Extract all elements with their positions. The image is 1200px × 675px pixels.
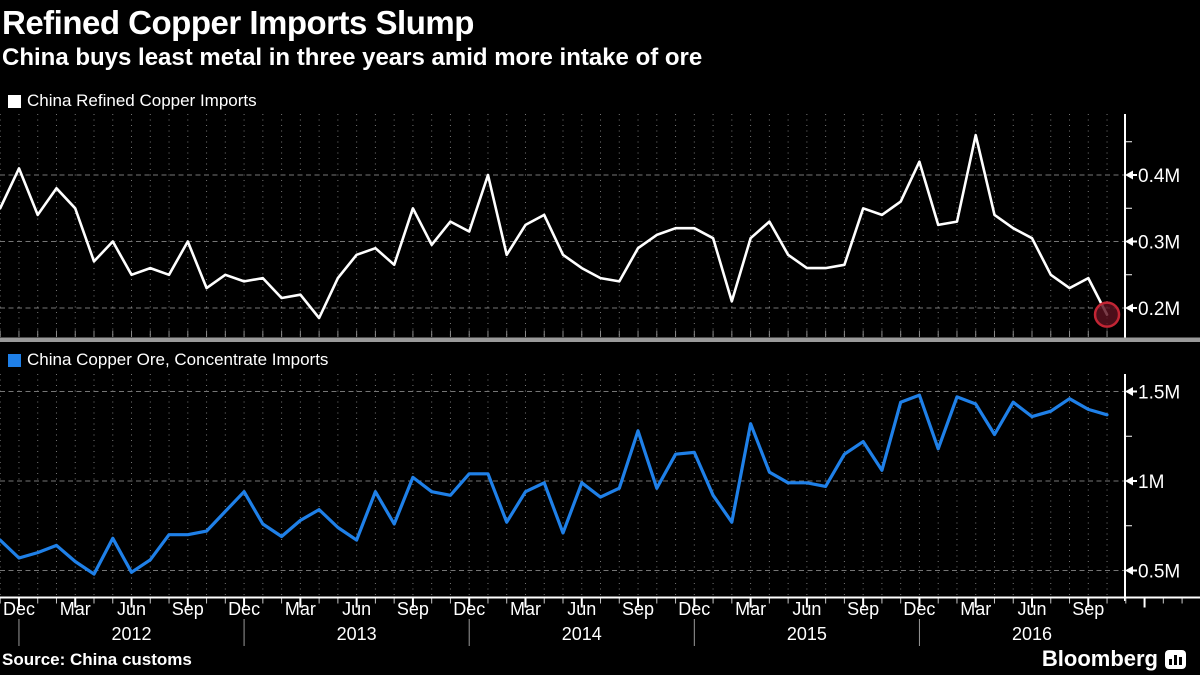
bloomberg-wordmark: Bloomberg <box>1041 646 1158 671</box>
x-tick-label: Dec <box>678 599 710 619</box>
legend-ore-concentrate: China Copper Ore, Concentrate Imports <box>8 350 328 370</box>
year-label: 2015 <box>787 624 827 644</box>
mid-axis-bar <box>0 337 1200 342</box>
x-tick-label: Mar <box>60 599 91 619</box>
x-tick-label: Sep <box>1072 599 1104 619</box>
refined-copper-line <box>0 133 1109 320</box>
y-tick-arrow-icon <box>1125 237 1133 246</box>
y-tick-arrow-icon <box>1125 387 1133 396</box>
chart-subtitle: China buys least metal in three years am… <box>2 44 703 71</box>
x-tick-label: Sep <box>847 599 879 619</box>
ore-concentrate-line <box>0 393 1109 576</box>
year-label: 2016 <box>1012 624 1052 644</box>
x-tick-label: Sep <box>172 599 204 619</box>
chart-title: Refined Copper Imports Slump <box>2 4 474 41</box>
x-tick-label: Dec <box>228 599 260 619</box>
y-tick-arrow-icon <box>1125 566 1133 575</box>
y-tick-arrow-icon <box>1125 476 1133 486</box>
bloomberg-logo: Bloomberg <box>1042 646 1186 672</box>
year-label: 2012 <box>111 624 151 644</box>
x-tick-label: Mar <box>285 599 316 619</box>
x-tick-label: Dec <box>453 599 485 619</box>
x-tick-label: Mar <box>510 599 541 619</box>
y-tick-label: 0.5M <box>1138 562 1180 583</box>
x-tick-label: Mar <box>735 599 766 619</box>
x-tick-label: Jun <box>342 599 371 619</box>
y-tick-label: 1.5M <box>1138 383 1180 404</box>
x-tick-label: Sep <box>397 599 429 619</box>
legend-refined-copper: China Refined Copper Imports <box>8 91 257 111</box>
y-tick-label: 0.4M <box>1138 166 1180 187</box>
footer-bar <box>0 646 1200 675</box>
y-tick-label: 1M <box>1138 472 1164 493</box>
x-tick-label: Dec <box>903 599 935 619</box>
x-tick-label: Jun <box>792 599 821 619</box>
source-note: Source: China customs <box>2 650 192 669</box>
legend-swatch-white-icon <box>8 94 21 108</box>
x-tick-label: Mar <box>960 599 991 619</box>
y-tick-arrow-icon <box>1125 303 1133 313</box>
y-tick-arrow-icon <box>1125 170 1133 180</box>
x-tick-label: Jun <box>567 599 596 619</box>
year-label: 2014 <box>562 624 602 644</box>
x-tick-label: Dec <box>3 599 35 619</box>
x-tick-label: Sep <box>622 599 654 619</box>
x-tick-label: Jun <box>117 599 146 619</box>
bloomberg-chart-icon <box>1165 649 1186 669</box>
legend-label: China Copper Ore, Concentrate Imports <box>27 350 329 369</box>
year-label: 2013 <box>337 624 377 644</box>
legend-label: China Refined Copper Imports <box>27 91 257 110</box>
y-tick-label: 0.3M <box>1138 233 1180 254</box>
highlight-marker-red-circle <box>1093 301 1121 328</box>
y-tick-label: 0.2M <box>1138 299 1180 320</box>
x-tick-label: Jun <box>1017 599 1046 619</box>
legend-swatch-blue-icon <box>8 353 21 367</box>
